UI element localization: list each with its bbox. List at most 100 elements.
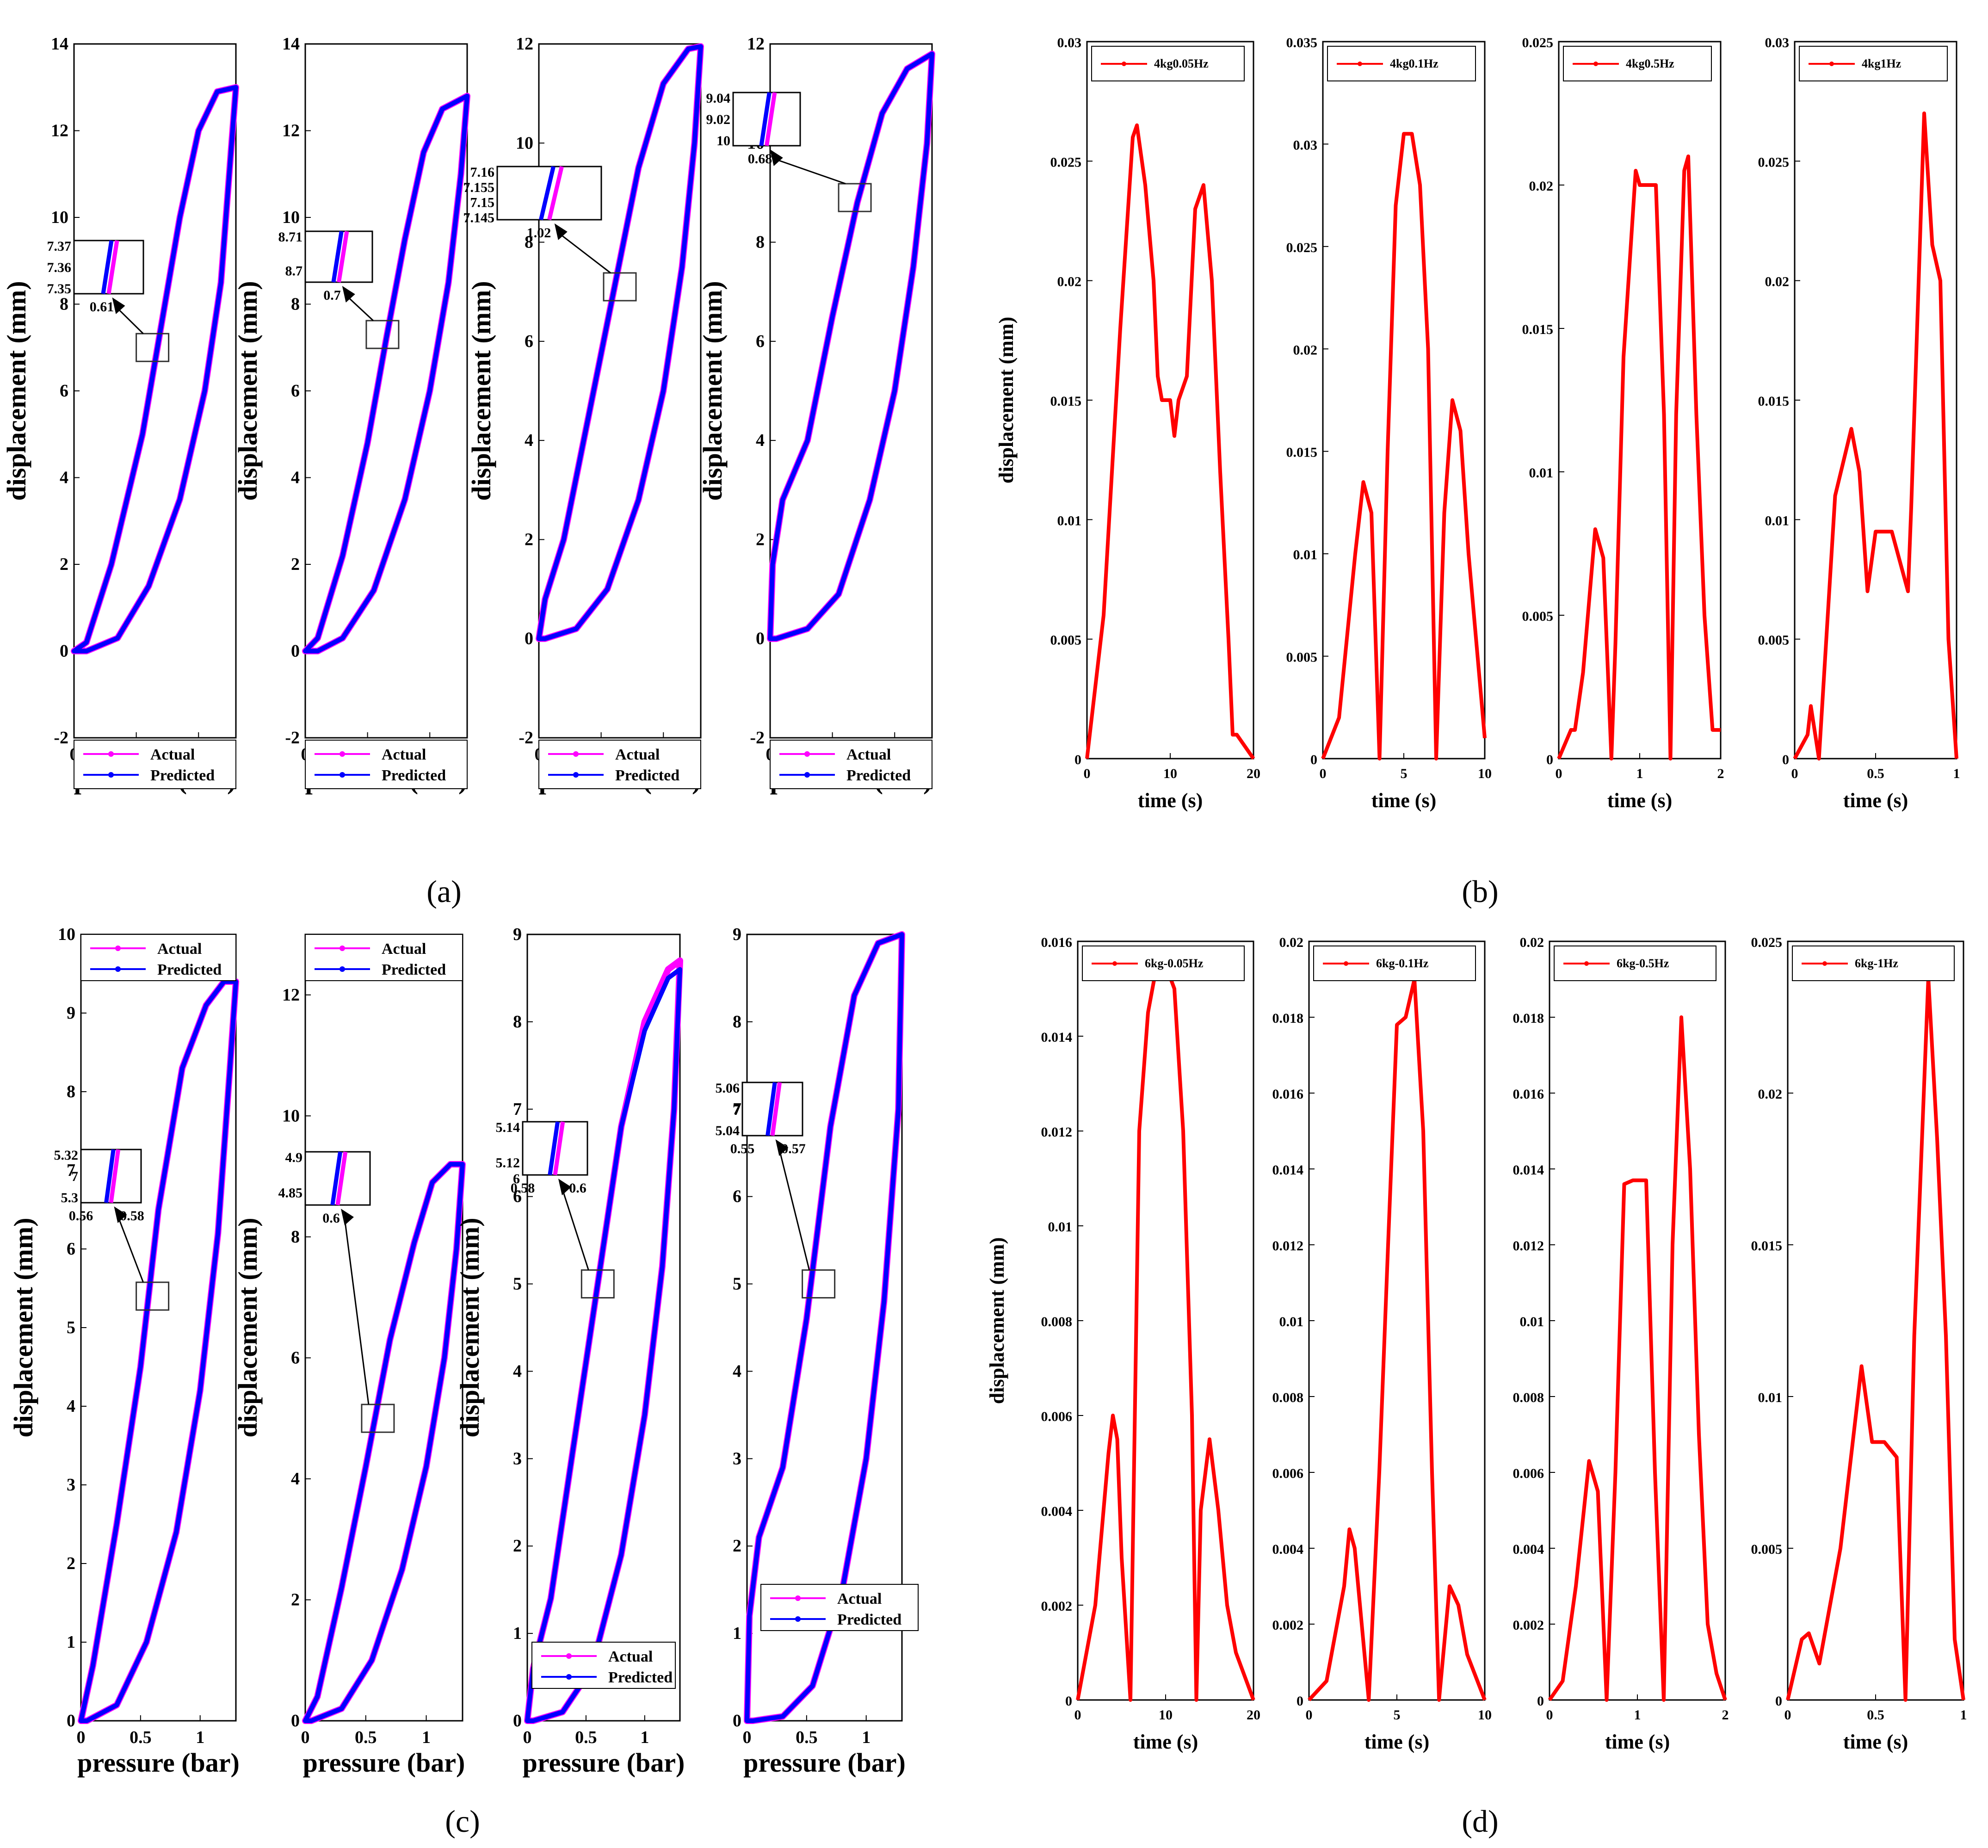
y-tick-label: 2 bbox=[60, 555, 68, 574]
plot-frame bbox=[769, 43, 933, 739]
y-tick-label: 12 bbox=[51, 121, 68, 141]
y-tick-label: 0.03 bbox=[1293, 137, 1318, 153]
plot-frame bbox=[304, 933, 463, 1722]
y-tick-label: 0.025 bbox=[1050, 155, 1082, 170]
subfigure-label-a: (a) bbox=[426, 874, 461, 909]
x-axis-label: time (s) bbox=[1607, 789, 1673, 812]
x-tick-label: 0.5 bbox=[796, 1728, 818, 1747]
zoom-line-actual bbox=[765, 92, 777, 146]
x-tick-label: 0 bbox=[1546, 1707, 1553, 1723]
legend-label: 4kg0.05Hz bbox=[1154, 57, 1209, 70]
legend-marker-actual bbox=[795, 1595, 801, 1601]
zoom-y-tick-label: 10 bbox=[716, 133, 730, 148]
y-tick-label: 3 bbox=[67, 1475, 75, 1495]
zoom-x-tick-label: 0.58 bbox=[511, 1180, 535, 1196]
zoom-y-tick-label: 5.06 bbox=[716, 1081, 740, 1096]
y-tick-label: 0 bbox=[733, 1711, 741, 1731]
subfigure-label-b: (b) bbox=[1462, 874, 1498, 909]
chart-d2: 0 0.002 0.004 0.006 0.008 0.01 0.012 0.014 0.016… bbox=[1272, 935, 1492, 1753]
legend-marker-actual bbox=[804, 751, 810, 757]
y-tick-label: 0 bbox=[291, 1711, 300, 1731]
y-tick-label: 9 bbox=[733, 925, 741, 944]
y-tick-label: 0.006 bbox=[1513, 1466, 1544, 1481]
subfigure-label-c: (c) bbox=[445, 1804, 480, 1839]
y-tick-label: 0.012 bbox=[1513, 1238, 1544, 1254]
y-tick-label: 10 bbox=[51, 208, 68, 227]
zoom-arrow-line bbox=[557, 232, 611, 274]
plot-frame bbox=[538, 43, 702, 739]
x-tick-label: 2 bbox=[1717, 766, 1724, 781]
x-tick-label: 1 bbox=[422, 1728, 431, 1747]
y-tick-label: 6 bbox=[525, 332, 533, 351]
legend-label-actual: Actual bbox=[837, 1590, 882, 1607]
x-tick-label: 0.5 bbox=[575, 1728, 597, 1747]
y-tick-label: 0 bbox=[1065, 1693, 1072, 1709]
x-tick-label: 1 bbox=[862, 1728, 871, 1747]
zoom-y-tick-label: 7.16 bbox=[470, 165, 495, 180]
zoom-x-tick-label: 0.56 bbox=[69, 1208, 93, 1224]
zoom-arrow-head bbox=[775, 1139, 789, 1156]
x-tick-label: 1 bbox=[196, 1728, 204, 1747]
y-tick-label: 6 bbox=[291, 381, 300, 401]
y-tick-label: 0.005 bbox=[1286, 650, 1318, 665]
x-axis-label: pressure (bar) bbox=[303, 1748, 465, 1778]
y-tick-label: 0 bbox=[1074, 752, 1081, 767]
legend-marker-predicted bbox=[566, 1674, 572, 1680]
series-predicted-loop bbox=[303, 1162, 465, 1723]
y-tick-label: 0.005 bbox=[1050, 633, 1082, 648]
x-tick-label: 0 bbox=[523, 1728, 532, 1747]
legend-marker-actual bbox=[573, 751, 579, 757]
y-tick-label: 1 bbox=[733, 1624, 741, 1643]
zoom-x-tick-label: 1.02 bbox=[527, 225, 551, 241]
series-response-line bbox=[1085, 123, 1255, 760]
legend-box bbox=[760, 1584, 919, 1631]
legend-marker-actual bbox=[340, 751, 345, 757]
y-tick-label: 0.01 bbox=[1279, 1314, 1304, 1329]
y-axis-label: displacement (mm) bbox=[995, 317, 1018, 484]
zoom-y-tick-label: 5.32 bbox=[54, 1148, 79, 1163]
zoom-x-tick-label: 0.6 bbox=[322, 1211, 340, 1226]
zoom-line-predicted bbox=[539, 166, 556, 221]
series-predicted-loop bbox=[768, 51, 934, 641]
legend-label-predicted: Predicted bbox=[382, 767, 446, 784]
y-axis-label: displacement (mm) bbox=[986, 1237, 1008, 1404]
series-predicted-loop bbox=[72, 85, 238, 654]
zoom-arrow-head bbox=[341, 1209, 354, 1225]
y-tick-label: 1 bbox=[67, 1632, 75, 1652]
legend-label-actual: Actual bbox=[846, 746, 891, 763]
legend-marker-predicted bbox=[573, 772, 579, 778]
zoom-y-tick-label: 5.3 bbox=[61, 1190, 79, 1205]
legend-marker-predicted bbox=[340, 772, 345, 778]
y-tick-label: -2 bbox=[750, 728, 765, 748]
y-tick-label: 0.035 bbox=[1286, 35, 1318, 50]
y-tick-label: -2 bbox=[54, 728, 68, 748]
x-tick-label: 20 bbox=[1247, 766, 1260, 781]
y-tick-label: 0.01 bbox=[1758, 1390, 1783, 1405]
x-tick-label: 10 bbox=[1163, 766, 1177, 781]
y-axis-label: displacement (mm) bbox=[233, 281, 263, 501]
y-tick-label: -2 bbox=[285, 728, 300, 748]
y-tick-label: 2 bbox=[525, 530, 533, 549]
y-tick-label: 8 bbox=[291, 295, 300, 314]
zoom-arrow-head bbox=[114, 1206, 127, 1223]
y-tick-label: 0 bbox=[67, 1711, 75, 1731]
x-tick-label: 0 bbox=[1556, 766, 1562, 781]
y-tick-label: 6 bbox=[291, 1348, 300, 1367]
zoom-arrow-head bbox=[342, 286, 355, 303]
zoom-target-box bbox=[361, 1403, 395, 1433]
legend-marker bbox=[1584, 961, 1589, 966]
legend-marker-actual bbox=[115, 946, 121, 951]
legend-marker-predicted bbox=[340, 966, 345, 972]
series-predicted-loop bbox=[525, 967, 682, 1723]
y-tick-label: 1 bbox=[513, 1624, 522, 1643]
legend-label-predicted: Predicted bbox=[157, 961, 222, 978]
legend-marker bbox=[1344, 961, 1348, 966]
zoom-y-tick-label: 7.35 bbox=[47, 281, 72, 297]
y-tick-label: 0 bbox=[1782, 752, 1789, 767]
y-tick-label: 0.005 bbox=[1751, 1542, 1783, 1557]
legend-label: 6kg-0.1Hz bbox=[1376, 957, 1428, 970]
y-tick-label: 0.02 bbox=[1529, 179, 1554, 194]
y-tick-label: -2 bbox=[519, 728, 533, 748]
